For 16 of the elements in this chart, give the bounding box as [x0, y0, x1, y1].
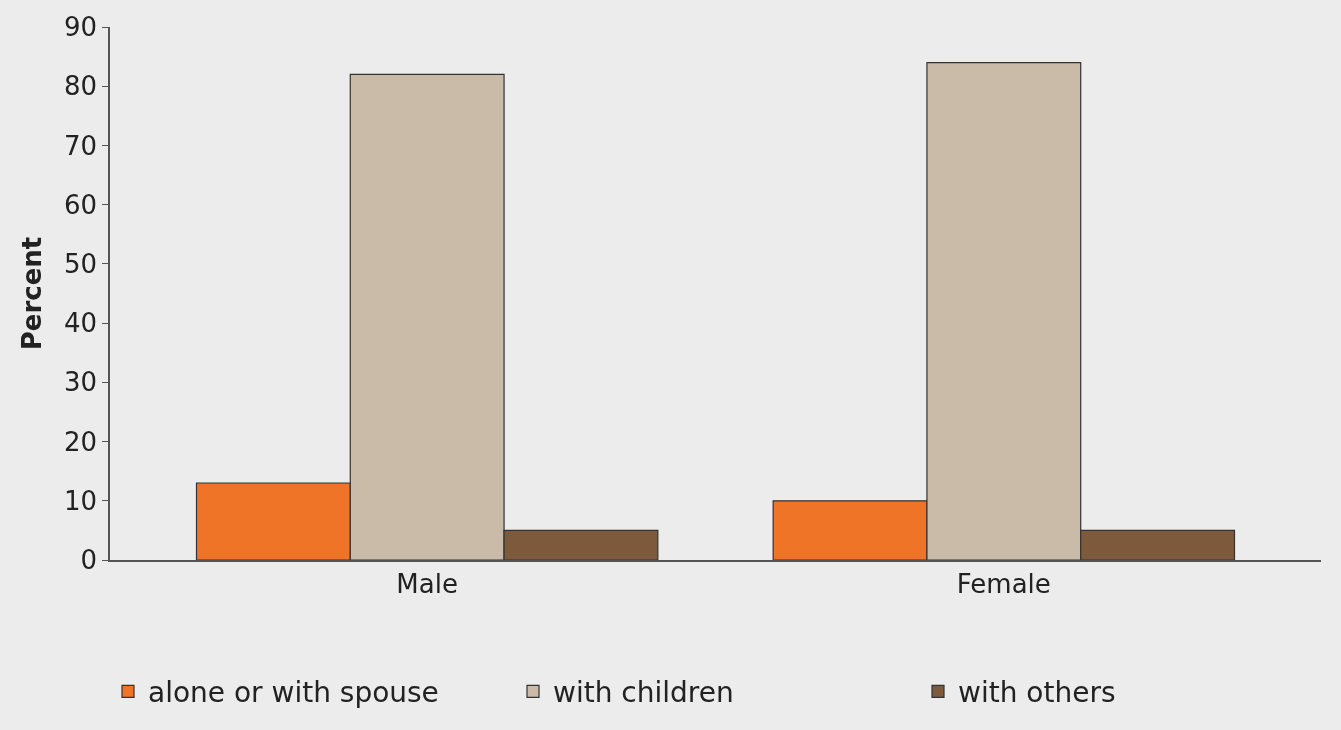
- x-tick-label: Male: [396, 568, 458, 599]
- y-tick-label: 40: [63, 308, 98, 339]
- y-tick-label: 80: [63, 71, 98, 102]
- legend-label: with children: [553, 676, 734, 710]
- y-tick-label: 0: [80, 545, 98, 576]
- y-tick-label: 90: [63, 12, 98, 43]
- legend-label: with others: [958, 676, 1116, 710]
- y-tick-label: 50: [63, 248, 98, 279]
- legend-label: alone or with spouse: [148, 676, 439, 710]
- y-tick-label: 20: [63, 426, 98, 457]
- y-tick-label: 70: [63, 130, 98, 161]
- y-tick-label: 10: [63, 485, 98, 516]
- y-tick-label: 30: [63, 367, 98, 398]
- y-tick-label: 60: [63, 189, 98, 220]
- y-axis-title: Percent: [16, 236, 47, 351]
- x-tick-label: Female: [956, 568, 1051, 599]
